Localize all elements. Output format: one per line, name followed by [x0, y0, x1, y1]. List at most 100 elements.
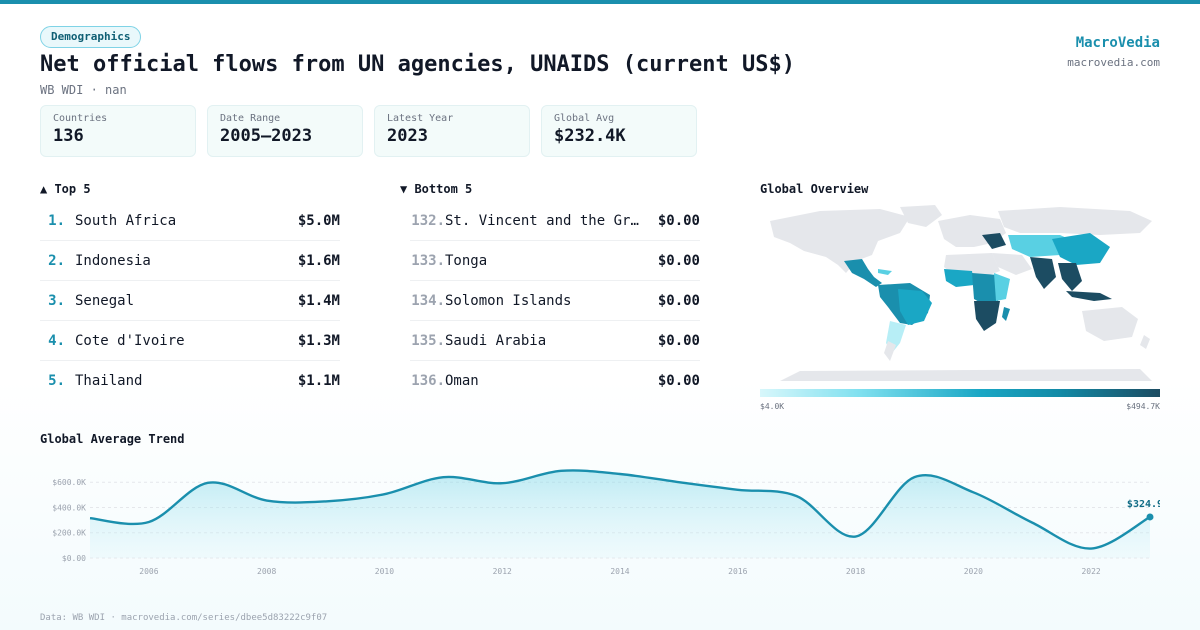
list-item[interactable]: 132. St. Vincent and the Grenadines $0.0… [410, 201, 700, 241]
y-tick-label: $600.0K [52, 478, 86, 487]
global-average-trend-chart[interactable]: $0.00$200.0K$400.0K$600.0K 2006 2008 2010 2… [40, 458, 1160, 586]
top-accent-bar [0, 0, 1200, 4]
x-tick-label: 2022 [1081, 567, 1100, 576]
rank-number: 3. [48, 292, 65, 309]
list-item[interactable]: 4. Cote d'Ivoire $1.3M [40, 321, 340, 361]
y-tick-label: $200.0K [52, 529, 86, 538]
stat-card-countries: Countries 136 [40, 105, 196, 157]
country-value: $0.00 [657, 373, 700, 389]
stat-card-global-avg: Global Avg $232.4K [541, 105, 697, 157]
country-value: $1.1M [297, 373, 340, 389]
map-region-madagascar [1002, 307, 1010, 321]
list-item[interactable]: 136. Oman $0.00 [410, 361, 700, 401]
rank-number: 135. [411, 332, 445, 349]
list-item[interactable]: 1. South Africa $5.0M [40, 201, 340, 241]
brand-url[interactable]: macrovedia.com [1067, 56, 1160, 69]
rank-number: 132. [411, 212, 445, 229]
map-region-caribbean [878, 269, 892, 275]
country-value: $0.00 [657, 332, 700, 349]
map-region-greenland [900, 205, 942, 227]
list-item[interactable]: 2. Indonesia $1.6M [40, 241, 340, 281]
country-name: Thailand [75, 373, 143, 389]
country-value: $5.0M [297, 212, 340, 229]
rank-number: 4. [48, 332, 65, 349]
list-item[interactable]: 3. Senegal $1.4M [40, 281, 340, 321]
top5-heading: ▲ Top 5 [40, 182, 91, 196]
stat-value: 136 [53, 126, 84, 146]
list-item[interactable]: 135. Saudi Arabia $0.00 [410, 321, 700, 361]
map-region-southeast-asia [1058, 263, 1082, 291]
country-value: $0.00 [657, 252, 700, 269]
rank-number: 1. [48, 212, 65, 229]
country-name: Oman [445, 373, 479, 389]
map-region-north-america [770, 209, 910, 273]
rank-number: 2. [48, 252, 65, 269]
rank-number: 136. [411, 373, 445, 389]
x-tick-label: 2018 [846, 567, 865, 576]
map-region-australia [1082, 307, 1138, 341]
stat-label: Date Range [220, 113, 281, 124]
last-data-point[interactable] [1146, 513, 1154, 521]
list-item[interactable]: 133. Tonga $0.00 [410, 241, 700, 281]
map-region-middle-east [992, 253, 1032, 275]
trend-heading: Global Average Trend [40, 432, 185, 446]
world-choropleth-map[interactable] [760, 203, 1160, 383]
bottom5-list: 132. St. Vincent and the Grenadines $0.0… [410, 201, 700, 401]
x-tick-label: 2006 [139, 567, 158, 576]
map-region-southern-cone [884, 341, 896, 361]
country-name: St. Vincent and the Grenadines [445, 212, 641, 229]
x-tick-label: 2020 [964, 567, 983, 576]
y-tick-label: $0.00 [62, 554, 86, 563]
map-legend-min: $4.0K [760, 402, 785, 411]
category-badge[interactable]: Demographics [40, 26, 142, 48]
top5-list: 1. South Africa $5.0M 2. Indonesia $1.6M… [40, 201, 340, 401]
map-region-new-zealand [1140, 335, 1150, 349]
trend-area [90, 470, 1150, 558]
stat-card-date-range: Date Range 2005–2023 [207, 105, 363, 157]
map-legend-max: $494.7K [1126, 402, 1160, 411]
country-name: Tonga [445, 252, 488, 269]
map-region-southern-africa [974, 301, 1000, 331]
stat-label: Latest Year [387, 113, 454, 124]
country-value: $1.3M [297, 332, 340, 349]
map-region-china [1052, 233, 1110, 265]
map-region-russia [998, 207, 1152, 235]
y-tick-label: $400.0K [52, 503, 86, 512]
map-region-west-africa [944, 269, 974, 287]
list-item[interactable]: 5. Thailand $1.1M [40, 361, 340, 401]
map-legend-gradient [760, 389, 1160, 397]
stat-value: 2023 [387, 126, 428, 146]
map-region-mexico [844, 259, 882, 287]
map-region-south-asia [1030, 257, 1056, 289]
country-value: $1.6M [297, 252, 340, 269]
country-name: Cote d'Ivoire [75, 332, 185, 349]
map-region-indonesia [1066, 291, 1112, 301]
country-name: Indonesia [75, 252, 151, 269]
stat-value: 2005–2023 [220, 126, 313, 146]
stat-label: Global Avg [554, 113, 615, 124]
rank-number: 5. [48, 373, 65, 389]
x-tick-label: 2012 [493, 567, 512, 576]
x-axis-ticks: 2006 2008 2010 2012 2014 2016 2018 2020 2022 [139, 567, 1101, 576]
brand-name[interactable]: MacroVedia [1075, 35, 1160, 51]
x-tick-label: 2014 [610, 567, 629, 576]
country-value: $1.4M [297, 292, 340, 309]
rank-number: 133. [411, 252, 445, 269]
bottom5-heading: ▼ Bottom 5 [400, 182, 473, 196]
stat-value: $232.4K [554, 126, 626, 146]
list-item[interactable]: 134. Solomon Islands $0.00 [410, 281, 700, 321]
page-title: Net official flows from UN agencies, UNA… [40, 52, 795, 77]
map-heading: Global Overview [760, 182, 869, 196]
y-axis-ticks: $0.00 $200.0K $400.0K $600.0K [52, 478, 86, 563]
country-name: Solomon Islands [445, 292, 572, 309]
map-region-east-africa [994, 273, 1010, 301]
map-region-eastern-europe [982, 233, 1006, 249]
country-name: Saudi Arabia [445, 332, 547, 349]
x-tick-label: 2008 [257, 567, 276, 576]
map-region-antarctica [780, 369, 1152, 381]
country-name: Senegal [75, 292, 135, 309]
page-subtitle: WB WDI · nan [40, 83, 127, 97]
footer-source: Data: WB WDI · macrovedia.com/series/dbe… [40, 613, 328, 623]
rank-number: 134. [411, 292, 445, 309]
country-value: $0.00 [657, 292, 700, 309]
